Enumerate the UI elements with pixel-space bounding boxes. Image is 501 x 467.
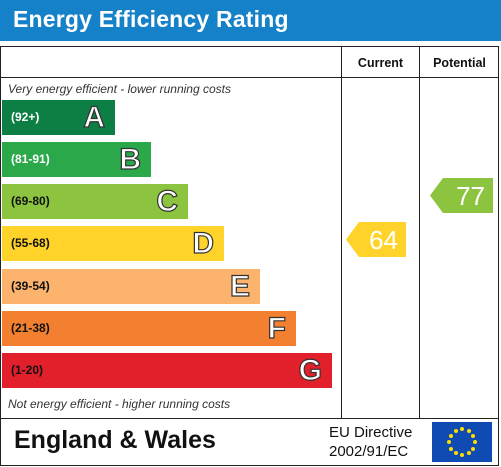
- flag-star-icon: [471, 446, 476, 451]
- band-range: (81-91): [11, 152, 50, 166]
- band-letter: D: [192, 226, 215, 260]
- chart-title: Energy Efficiency Rating: [13, 6, 289, 32]
- band-letter: G: [298, 353, 323, 387]
- flag-star-icon: [473, 440, 477, 444]
- potential-rating-value: 77: [456, 181, 485, 211]
- current-rating-arrow: 64: [346, 222, 406, 257]
- current-column-divider: [341, 46, 342, 418]
- current-rating-value: 64: [369, 225, 398, 255]
- band-c: (69-80) C: [2, 184, 188, 219]
- band-a: (92+) A: [2, 100, 115, 135]
- flag-star-icon: [466, 451, 471, 456]
- band-b: (81-91) B: [2, 142, 151, 177]
- footer-divider: [0, 418, 499, 419]
- flag-star-icon: [471, 433, 476, 438]
- flag-star-icon: [460, 453, 464, 457]
- band-d: (55-68) D: [2, 226, 224, 261]
- band-range: (55-68): [11, 236, 50, 250]
- current-arrow-shape: [346, 222, 406, 257]
- current-column-header: Current: [357, 56, 404, 70]
- band-range: (69-80): [11, 194, 50, 208]
- flag-star-icon: [448, 446, 453, 451]
- band-g: (1-20) G: [2, 353, 332, 388]
- flag-star-icon: [453, 428, 458, 433]
- band-range: (21-38): [11, 321, 50, 335]
- potential-arrow-shape: [430, 178, 493, 213]
- band-e: (39-54) E: [2, 269, 260, 304]
- inefficient-note: Not energy efficient - higher running co…: [8, 397, 231, 411]
- band-letter: E: [229, 269, 250, 303]
- efficient-note: Very energy efficient - lower running co…: [8, 82, 231, 96]
- flag-star-icon: [447, 440, 451, 444]
- directive-line-2: 2002/91/EC: [329, 443, 409, 460]
- potential-rating-arrow: 77: [430, 178, 493, 213]
- flag-star-icon: [466, 428, 471, 433]
- flag-star-icon: [460, 427, 464, 431]
- eu-directive: EU Directive 2002/91/EC: [329, 423, 412, 461]
- eu-flag-icon: [432, 422, 492, 462]
- band-range: (92+): [11, 110, 40, 124]
- band-range: (39-54): [11, 279, 50, 293]
- potential-column-header: Potential: [433, 56, 486, 70]
- directive-line-1: EU Directive: [329, 424, 413, 441]
- band-letter: B: [119, 142, 142, 176]
- band-f: (21-38) F: [2, 311, 296, 346]
- flag-star-icon: [453, 451, 458, 456]
- rating-frame: [0, 46, 499, 466]
- band-letter: A: [83, 100, 106, 134]
- region-label: England & Wales: [14, 426, 216, 454]
- title-bar: Energy Efficiency Rating: [0, 0, 501, 41]
- band-letter: C: [156, 184, 179, 218]
- band-range: (1-20): [11, 363, 44, 377]
- header-divider: [0, 77, 499, 78]
- band-letter: F: [267, 311, 287, 345]
- flag-star-icon: [448, 433, 453, 438]
- potential-column-divider: [419, 46, 420, 418]
